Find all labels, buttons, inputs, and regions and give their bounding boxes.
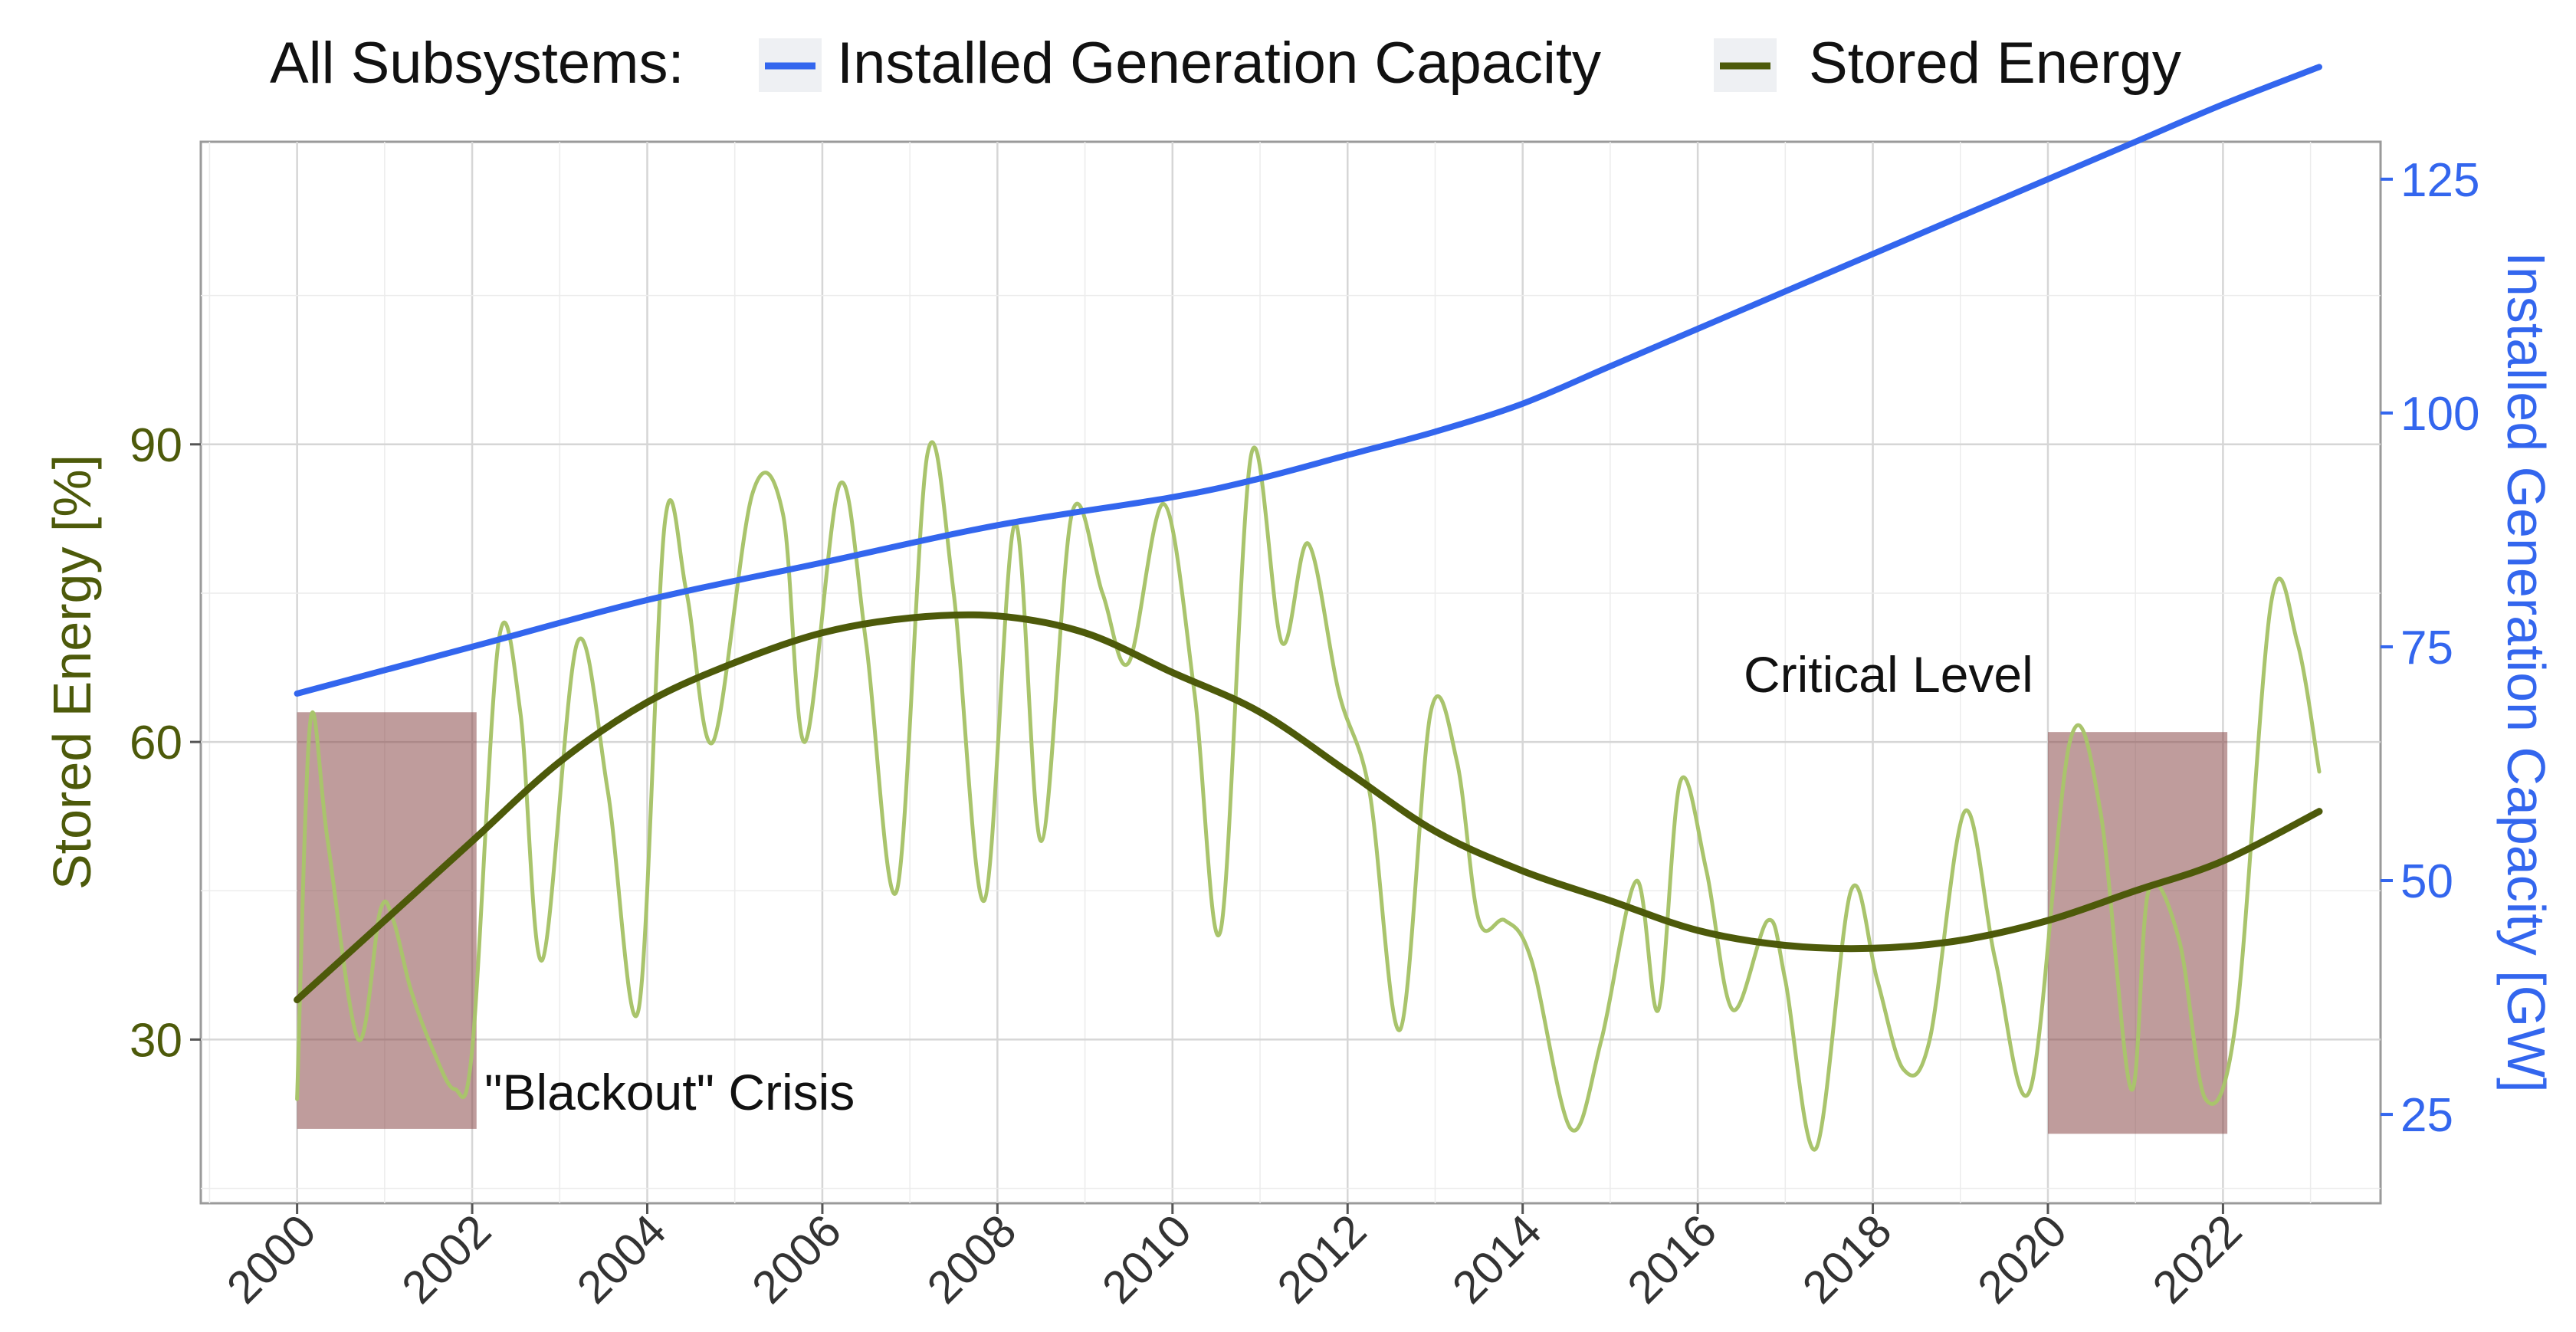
x-tick-label: 2010 — [1092, 1205, 1201, 1314]
y-axis-right: 25 50 75 100 125 — [2381, 154, 2479, 1142]
x-tick-label: 2020 — [1967, 1205, 2076, 1314]
x-tick-label: 2004 — [567, 1205, 676, 1314]
y-right-tick-label: 125 — [2400, 154, 2479, 207]
annotation-blackout: "Blackout" Crisis — [484, 1064, 855, 1120]
x-tick-label: 2012 — [1268, 1205, 1377, 1314]
y-right-tick-label: 50 — [2400, 855, 2453, 908]
x-tick-label: 2022 — [2143, 1205, 2252, 1314]
y-left-tick-label: 30 — [130, 1014, 182, 1067]
x-tick-label: 2008 — [917, 1205, 1026, 1314]
x-tick-label: 2000 — [217, 1205, 326, 1314]
series-capacity-line — [294, 64, 2322, 697]
y-left-tick-label: 60 — [130, 717, 182, 769]
series-stored-raw-line — [295, 440, 2322, 1152]
x-tick-label: 2016 — [1618, 1205, 1727, 1314]
y-right-tick-label: 25 — [2400, 1089, 2453, 1142]
y-right-tick-label: 75 — [2400, 622, 2453, 674]
series-lines — [294, 64, 2323, 1152]
plot-panel — [199, 140, 2382, 1205]
legend: All Subsystems: Installed Generation Cap… — [270, 31, 2181, 96]
series-stored-trend-line — [294, 611, 2323, 1004]
x-tick-label: 2006 — [742, 1205, 851, 1314]
y-left-tick-label: 90 — [130, 419, 182, 472]
x-tick-label: 2014 — [1442, 1205, 1551, 1314]
y-axis-left-title: Stored Energy [%] — [42, 454, 102, 890]
x-axis: 2000 2002 2004 2006 2008 2010 2012 2014 2016 2018… — [217, 1203, 2252, 1314]
y-right-tick-label: 100 — [2400, 388, 2479, 441]
annotation-critical: Critical Level — [1744, 646, 2033, 703]
legend-label-stored: Stored Energy — [1809, 31, 2181, 96]
legend-label-capacity: Installed Generation Capacity — [837, 31, 1601, 96]
x-tick-label: 2002 — [392, 1205, 501, 1314]
y-axis-left: 30 60 90 — [130, 419, 201, 1067]
legend-title: All Subsystems: — [270, 31, 684, 96]
y-axis-right-title: Installed Generation Capacity [GW] — [2496, 251, 2556, 1092]
x-tick-label: 2018 — [1793, 1205, 1902, 1314]
